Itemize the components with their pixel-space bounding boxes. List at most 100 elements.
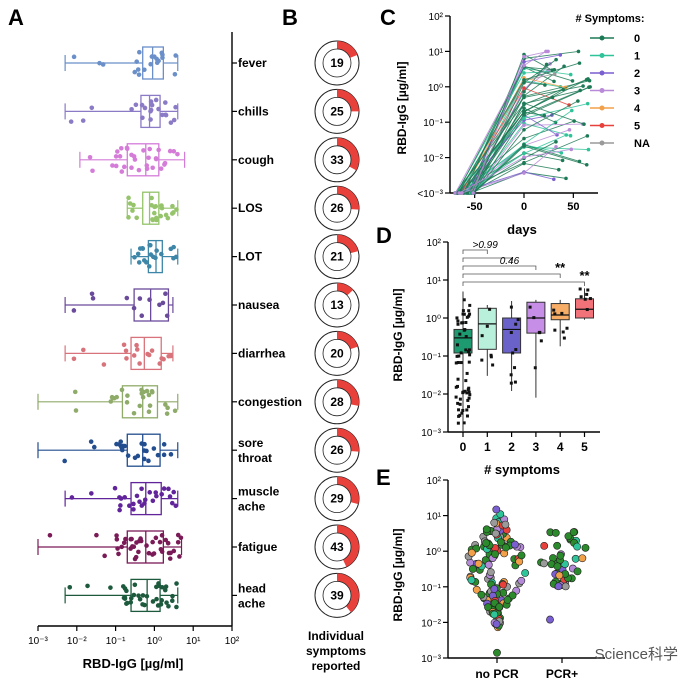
panel-b-pie-slice (337, 428, 359, 452)
panel-a-point (161, 486, 167, 491)
panel-a-point (124, 145, 130, 151)
panel-a-point (136, 72, 142, 77)
panel-a-point (149, 389, 155, 394)
panel-a-point (134, 59, 140, 64)
panel-c-point (522, 78, 526, 82)
panel-c-point (552, 72, 557, 76)
panel-a-point (164, 411, 170, 416)
panel-a-point (81, 347, 86, 353)
panel-d-point (467, 390, 471, 394)
panel-a-point (131, 154, 137, 159)
panel-c-point (543, 83, 547, 87)
panel-a-point (112, 485, 118, 491)
panel-d-point (461, 309, 465, 313)
panel-d-point (485, 324, 489, 328)
panel-a-point (85, 583, 90, 589)
panel-e-point (521, 569, 530, 577)
panel-a-point (136, 593, 141, 598)
panel-a-point (167, 148, 173, 154)
panel-a-point (159, 203, 164, 208)
panel-c-y-tick-label: 10⁻² (423, 154, 443, 165)
panel-a-point (152, 204, 157, 210)
panel-d-y-tick-label: 10¹ (427, 276, 442, 287)
panel-a-cat-label: fatigue (238, 540, 278, 554)
panel-a-point (173, 53, 178, 58)
panel-c-point (522, 171, 526, 175)
panel-a-point (67, 584, 73, 590)
panel-d-point (513, 366, 517, 370)
panel-d-point (456, 319, 460, 323)
panel-a-point (101, 362, 107, 367)
panel-b-pie-label: 13 (330, 298, 344, 312)
panel-c-point (568, 72, 573, 77)
panel-d-point (466, 349, 470, 353)
panel-a-point (90, 168, 95, 174)
panel-a-point (140, 593, 146, 598)
panel-a-point (159, 533, 165, 538)
panel-a-point (108, 399, 114, 404)
panel-c-legend-marker (599, 53, 605, 58)
panel-e-point (551, 529, 560, 537)
panel-a-point (73, 408, 79, 413)
panel-d-annotation: 0.46 (500, 256, 520, 267)
panel-a-point (135, 251, 141, 257)
panel-a-point (156, 106, 161, 112)
panel-e-point (468, 565, 477, 573)
panel-a-point (157, 361, 163, 366)
panel-d-point (462, 421, 466, 425)
panel-a-point (139, 486, 144, 492)
panel-c-point (584, 162, 589, 167)
panel-e-point (553, 562, 562, 571)
panel-a-cat-label-2: ache (238, 500, 266, 514)
panel-a-point (149, 102, 155, 108)
panel-a-point (116, 551, 121, 557)
panel-c-point (570, 79, 575, 83)
panel-a-x-tick-label: 10⁻² (67, 636, 87, 647)
panel-a-point (162, 160, 168, 166)
panel-a-point (113, 154, 119, 159)
panel-c-legend-title: # Symptoms: (575, 13, 644, 25)
panel-a-point (175, 151, 180, 157)
panel-a-point (129, 106, 134, 112)
panel-a-point (118, 496, 124, 501)
panel-a-point (136, 260, 142, 265)
panel-e-point (564, 532, 573, 541)
panel-d-point (457, 354, 461, 358)
panel-a-point (88, 439, 94, 444)
panel-d-annotation: >0.99 (472, 240, 498, 251)
panel-a-point (132, 254, 137, 260)
panel-c-point (585, 101, 590, 106)
panel-a-point (149, 348, 155, 353)
panel-a-point (132, 69, 138, 75)
panel-a-point (132, 582, 138, 588)
panel-d-x-tick-label: 2 (508, 440, 515, 454)
panel-a-point (146, 264, 152, 269)
panel-a-point (173, 503, 179, 509)
panel-a-point (139, 387, 144, 393)
panel-c-ylabel: RBD-IgG [µg/ml] (395, 62, 409, 155)
panel-a-point (163, 537, 169, 543)
panel-a-cat-label-2: ache (238, 596, 266, 610)
panel-e-ylabel: RBD-IgG [µg/ml] (391, 529, 405, 622)
panel-e-point (472, 585, 481, 594)
panel-b-pie-slice (337, 41, 358, 58)
panel-d-point (458, 332, 462, 336)
panel-c-point (578, 88, 583, 93)
panel-a-point (161, 452, 167, 458)
panel-e-point (497, 538, 505, 547)
panel-c-point (576, 49, 581, 54)
panel-d-x-tick-label: 4 (557, 440, 564, 454)
panel-d-point (488, 307, 492, 311)
panel-a-point (170, 593, 175, 599)
panel-e-point (492, 620, 501, 628)
panel-e-point (491, 529, 500, 538)
panel-b-pie-hole (322, 290, 352, 320)
panel-a-point (124, 600, 130, 606)
panel-d-point (456, 401, 460, 405)
panel-c-point (471, 191, 475, 195)
panel-d-point (552, 308, 556, 312)
panel-d-point (455, 343, 459, 347)
panel-b-pie-label: 26 (330, 443, 344, 457)
panel-a-point (171, 148, 177, 154)
panel-a-point (130, 208, 135, 213)
